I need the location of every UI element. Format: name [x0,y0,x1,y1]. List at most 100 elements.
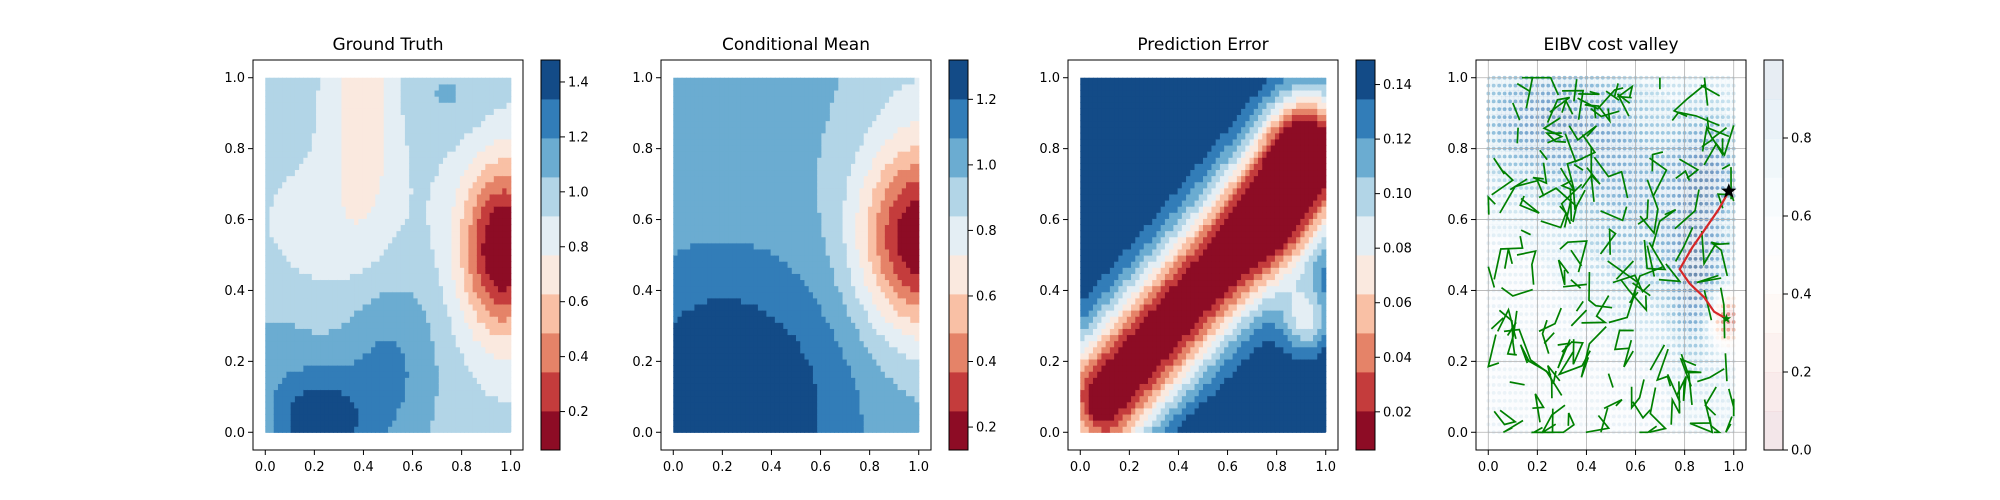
field-cell [354,340,359,348]
field-cell [307,163,313,171]
field-cell [265,407,271,415]
field-cell [273,212,279,219]
field-cell [273,291,279,299]
field-cell [753,389,759,397]
field-cell [294,108,300,115]
field-cell [498,328,503,336]
field-cell [358,126,364,134]
field-cell [290,279,296,287]
field-cell [282,383,288,391]
field-cell [324,328,330,336]
field-cell [337,420,343,427]
field-cell [502,181,508,189]
field-cell [447,132,453,140]
field-cell [316,230,321,238]
field-cell [392,413,398,421]
field-cell [493,175,499,183]
field-cell [443,181,448,189]
field-cell [345,163,351,171]
field-cell [421,297,427,305]
field-cell [736,120,742,128]
field-cell [269,89,275,97]
field-cell [757,371,763,378]
field-cell [311,310,317,317]
field-cell [715,401,721,409]
field-cell [736,261,742,268]
field-cell [728,175,734,183]
field-cell [299,273,304,281]
field-cell [698,157,704,164]
field-cell [316,395,321,403]
field-cell [392,255,398,262]
field-cell [269,395,275,403]
field-cell [337,255,343,262]
field-cell [337,310,343,317]
field-cell [757,334,763,342]
field-cell [290,230,296,238]
field-cell [770,377,776,384]
field-cell [681,365,687,372]
field-cell [481,102,486,109]
field-cell [328,169,334,177]
field-cell [489,77,495,85]
field-cell [719,334,725,342]
field-cell [392,303,398,311]
field-cell [426,395,431,403]
field-cell [282,310,288,317]
field-cell [392,108,398,115]
field-cell [736,187,742,195]
field-cell [434,310,440,317]
field-cell [464,248,470,256]
field-cell [354,175,359,183]
field-cell [447,346,453,354]
field-cell [409,358,414,366]
field-cell [749,395,755,403]
colorbar-segment [541,255,560,295]
field-cell [702,187,708,195]
field-cell [502,96,508,103]
field-cell [681,199,687,207]
field-cell [362,102,368,109]
field-cell [481,120,486,128]
field-cell [732,230,738,238]
field-cell [472,138,478,146]
field-cell [311,303,317,311]
field-cell [388,346,393,354]
field-cell [294,199,300,207]
field-cell [277,236,283,244]
field-cell [269,187,275,195]
field-cell [702,267,708,274]
field-cell [745,358,751,366]
field-cell [783,126,789,134]
field-cell [690,255,696,262]
field-cell [396,144,402,152]
field-cell [677,346,683,354]
field-cell [719,151,725,158]
field-cell [724,169,729,177]
field-cell [740,230,746,238]
field-cell [438,303,444,311]
field-cell [265,358,271,366]
field-cell [736,420,742,427]
field-cell [740,346,746,354]
field-cell [421,108,427,115]
field-cell [269,413,275,421]
field-cell [711,242,717,250]
field-cell [694,420,700,427]
field-cell [277,261,283,268]
field-cell [294,157,300,164]
field-cell [371,108,376,115]
field-cell [265,273,271,281]
field-cell [468,230,474,238]
field-cell [753,108,759,115]
field-cell [498,187,503,195]
field-cell [719,371,725,378]
field-cell [311,218,317,226]
field-cell [290,261,296,268]
field-cell [690,163,696,171]
field-cell [724,242,729,250]
field-cell [396,316,402,323]
field-cell [770,89,776,97]
field-cell [430,175,436,183]
field-cell [447,377,453,384]
